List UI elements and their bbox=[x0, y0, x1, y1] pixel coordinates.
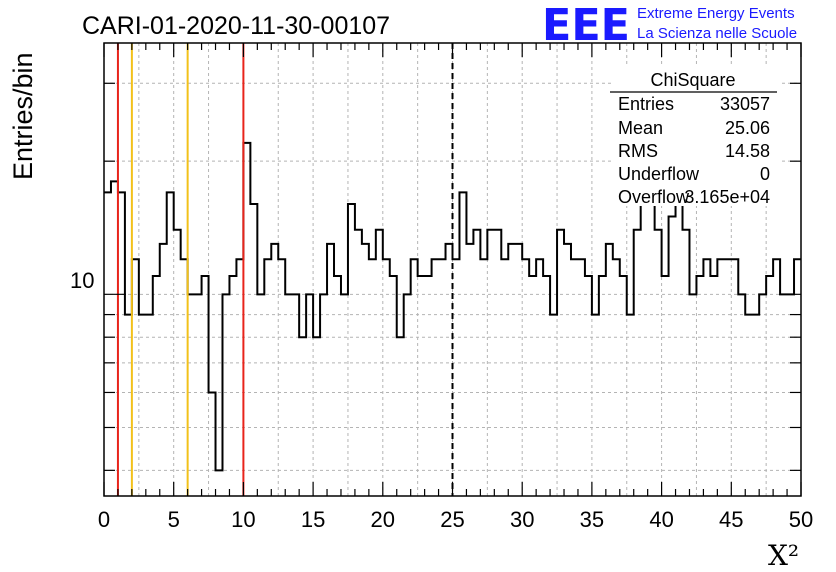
x-tick-label: 35 bbox=[580, 507, 604, 532]
stats-box: ChiSquare Entries 33057 Mean 25.06 RMS 1… bbox=[610, 66, 780, 207]
stats-value-overflow: 3.165e+04 bbox=[684, 187, 770, 207]
stats-label-entries: Entries bbox=[618, 94, 674, 114]
stats-value-entries: 33057 bbox=[720, 94, 770, 114]
stats-box-title: ChiSquare bbox=[650, 70, 735, 90]
x-tick-label: 45 bbox=[719, 507, 743, 532]
x-tick-labels: 0 5 10 15 20 25 30 35 40 45 50 bbox=[98, 507, 813, 532]
x-tick-label: 20 bbox=[371, 507, 395, 532]
logo-line2: La Scienza nelle Scuole bbox=[637, 25, 797, 42]
x-axis-label: X² bbox=[768, 539, 799, 572]
x-tick-label: 50 bbox=[789, 507, 813, 532]
threshold-lines bbox=[116, 43, 454, 496]
histogram-bars bbox=[104, 141, 801, 472]
stats-value-mean: 25.06 bbox=[725, 118, 770, 138]
x-tick-label: 10 bbox=[231, 507, 255, 532]
y-tick-label: 10 bbox=[70, 268, 94, 293]
y-axis-label: Entries/bin bbox=[8, 52, 38, 180]
stats-label-mean: Mean bbox=[618, 118, 663, 138]
x-tick-label: 30 bbox=[510, 507, 534, 532]
x-tick-label: 5 bbox=[168, 507, 180, 532]
stats-label-underflow: Underflow bbox=[618, 164, 700, 184]
stats-value-rms: 14.58 bbox=[725, 141, 770, 161]
stats-label-overflow: Overflow bbox=[618, 187, 690, 207]
histogram-step bbox=[104, 141, 801, 472]
stats-box-background bbox=[612, 66, 780, 206]
stats-label-rms: RMS bbox=[618, 141, 658, 161]
axis-ticks bbox=[103, 43, 802, 496]
eee-logo: EEE Extreme Energy Events La Scienza nel… bbox=[542, 0, 797, 51]
chart-title: CARI-01-2020-11-30-00107 bbox=[82, 12, 390, 40]
x-tick-label: 15 bbox=[301, 507, 325, 532]
x-tick-label: 25 bbox=[440, 507, 464, 532]
stats-value-underflow: 0 bbox=[760, 164, 770, 184]
logo-line1: Extreme Energy Events bbox=[637, 5, 795, 22]
x-tick-label: 40 bbox=[649, 507, 673, 532]
x-tick-label: 0 bbox=[98, 507, 110, 532]
